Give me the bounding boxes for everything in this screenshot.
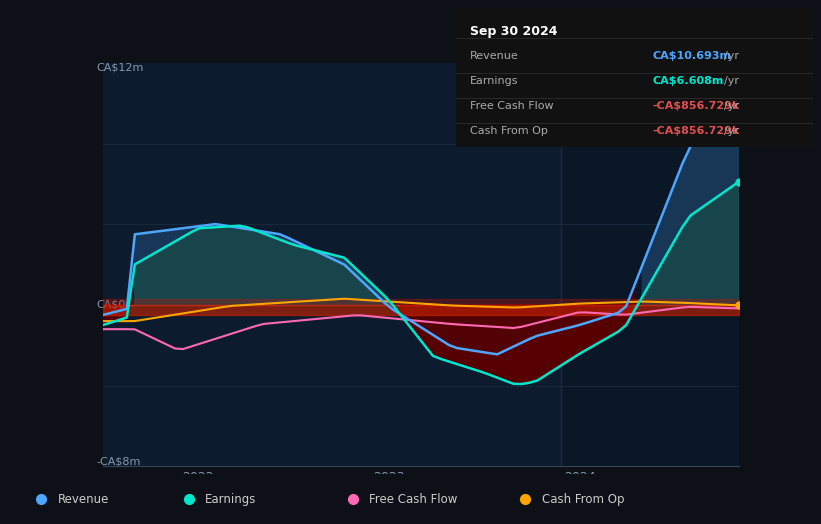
Text: -CA$856.729k: -CA$856.729k	[652, 126, 740, 136]
Text: Revenue: Revenue	[470, 51, 519, 61]
Text: CA$0: CA$0	[96, 300, 126, 310]
Text: Earnings: Earnings	[470, 77, 518, 86]
Text: Cash From Op: Cash From Op	[542, 493, 624, 506]
Text: -CA$856.729k: -CA$856.729k	[652, 102, 740, 112]
Text: Free Cash Flow: Free Cash Flow	[369, 493, 458, 506]
Text: /yr: /yr	[723, 102, 739, 112]
Text: /yr: /yr	[723, 77, 739, 86]
Text: Revenue: Revenue	[57, 493, 109, 506]
Text: /yr: /yr	[723, 126, 739, 136]
Text: Earnings: Earnings	[205, 493, 257, 506]
Bar	[561, 63, 739, 466]
Text: CA$12m: CA$12m	[96, 63, 144, 73]
Text: /yr: /yr	[723, 51, 739, 61]
Text: CA$10.693m: CA$10.693m	[652, 51, 731, 61]
Text: Sep 30 2024: Sep 30 2024	[470, 25, 557, 38]
Text: Past: Past	[706, 73, 729, 83]
Text: CA$6.608m: CA$6.608m	[652, 77, 723, 86]
Text: -CA$8m: -CA$8m	[96, 456, 140, 466]
Text: Free Cash Flow: Free Cash Flow	[470, 102, 553, 112]
Text: Cash From Op: Cash From Op	[470, 126, 548, 136]
